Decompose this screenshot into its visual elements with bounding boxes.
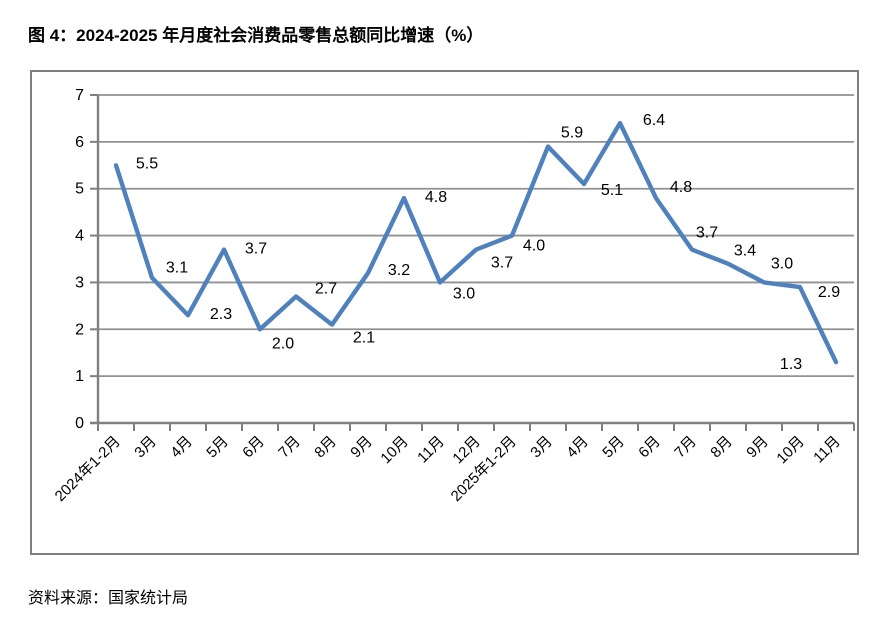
chart-plot-area: 0 1 2 3 4 5 6 7 2024年1-2月 3月 4月 5月 6月 7月 8月 9月 10月 11月 12月… [30,70,859,555]
y-tick-label: 0 [75,415,84,432]
retail-growth-line-chart: 0 1 2 3 4 5 6 7 2024年1-2月 3月 4月 5月 6月 7月 8月 9月 10月 11月 12月… [52,87,855,505]
x-tick-label: 8月 [707,433,736,462]
x-tick-label: 3月 [527,433,556,462]
x-tick-label: 7月 [671,433,700,462]
data-label: 2.9 [818,284,840,301]
y-tick-label: 1 [75,368,84,385]
x-tick-label: 10月 [377,433,411,467]
data-label: 3.1 [166,260,188,277]
figure-title: 图 4：2024-2025 年月度社会消费品零售总额同比增速（%） [28,26,484,45]
data-label: 2.0 [272,335,294,352]
x-tick-label: 4月 [167,433,196,462]
data-label: 3.0 [453,285,475,302]
y-tick-label: 2 [75,321,84,338]
data-label: 3.2 [388,262,410,279]
series-line [113,120,839,365]
data-label: 1.3 [780,356,802,373]
data-label: 2.3 [210,306,232,323]
data-label: 4.0 [523,238,545,255]
axes [90,94,855,431]
figure-source: 资料来源：国家统计局 [28,590,189,607]
data-label: 3.7 [245,241,267,258]
gridlines [98,94,854,378]
x-tick-label: 6月 [239,433,268,462]
y-tick-label: 6 [75,134,84,151]
x-tick-label: 2024年1-2月 [52,433,124,505]
data-label: 6.4 [643,112,665,129]
data-label: 2.1 [353,330,375,347]
x-tick-label: 11月 [414,433,448,467]
data-label: 4.8 [670,179,692,196]
x-tick-label: 8月 [311,433,340,462]
x-tick-label: 10月 [773,433,807,467]
y-tick-label: 5 [75,181,84,198]
data-label: 5.9 [561,125,583,142]
x-tick-label: 4月 [563,433,592,462]
data-label: 3.0 [771,255,793,272]
data-label: 3.4 [734,243,756,260]
x-tick-label: 9月 [743,433,772,462]
x-axis-labels: 2024年1-2月 3月 4月 5月 6月 7月 8月 9月 10月 11月 12月2025年1-2… [52,433,844,505]
x-tick-label: 5月 [599,433,628,462]
x-tick-label: 2025年1-2月 [448,433,520,505]
x-tick-label: 9月 [347,433,376,462]
data-label: 5.5 [136,155,158,172]
y-tick-label: 7 [75,87,84,104]
x-tick-label: 7月 [275,433,304,462]
x-tick-label: 5月 [203,433,232,462]
data-label: 4.8 [425,189,447,206]
data-label: 5.1 [601,182,623,199]
y-tick-label: 4 [75,228,84,245]
x-tick-label: 6月 [635,433,664,462]
data-label: 3.7 [696,225,718,242]
data-label: 3.7 [491,255,513,272]
data-label: 2.7 [315,280,337,297]
data-labels: 5.5 3.1 2.3 3.7 2.0 2.7 2.1 3.2 4.8 3.0 3.7 4.0 5.9 5… [136,112,840,373]
y-tick-label: 3 [75,274,84,291]
x-tick-label: 3月 [131,433,160,462]
y-axis-labels: 0 1 2 3 4 5 6 7 [75,87,84,432]
x-tick-label: 11月 [810,433,844,467]
